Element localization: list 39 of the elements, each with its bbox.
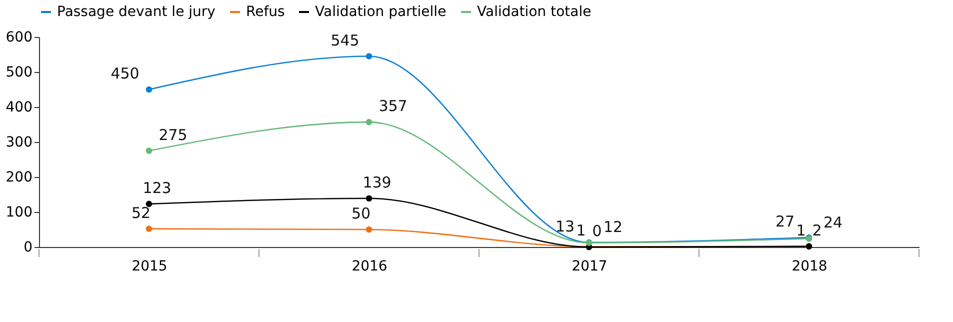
- data-label: 139: [362, 173, 392, 192]
- legend-label: Refus: [246, 4, 285, 20]
- x-tick-label: 2018: [792, 258, 828, 274]
- data-label: 123: [142, 178, 172, 197]
- data-label: 24: [823, 214, 843, 232]
- data-label: 2: [812, 221, 822, 240]
- data-label: 275: [158, 126, 188, 144]
- data-label: 357: [378, 97, 408, 116]
- point: [366, 226, 372, 233]
- point: [146, 200, 152, 208]
- data-label: 12: [603, 218, 623, 236]
- legend-label: Passage devant le jury: [57, 4, 216, 20]
- legend-label: Validation partielle: [315, 4, 446, 20]
- data-label: 1: [796, 222, 806, 240]
- data-label: 52: [131, 204, 151, 222]
- x-tick-label: 2016: [352, 258, 388, 274]
- data-label: 1: [576, 222, 586, 240]
- x-tick-label: 2015: [132, 258, 168, 274]
- data-label: 50: [351, 204, 371, 222]
- point: [146, 148, 152, 154]
- data-label: 545: [330, 31, 360, 50]
- data-label: 450: [110, 64, 140, 82]
- point: [366, 118, 372, 126]
- y-tick-label: 600: [6, 30, 32, 46]
- y-tick-label: 300: [6, 134, 32, 150]
- y-tick-label: 100: [6, 204, 32, 220]
- data-label: 0: [592, 222, 602, 240]
- y-tick-label: 0: [24, 240, 32, 256]
- point: [366, 195, 372, 202]
- data-label: 27: [775, 212, 795, 231]
- point: [146, 86, 152, 93]
- point: [366, 53, 372, 60]
- y-tick-label: 400: [6, 100, 32, 116]
- legend-label: Validation totale: [477, 4, 592, 20]
- y-tick-label: 500: [6, 64, 32, 80]
- y-tick-label: 200: [6, 170, 32, 186]
- point: [146, 226, 152, 232]
- x-tick-label: 2017: [572, 258, 608, 274]
- data-label: 13: [555, 217, 575, 236]
